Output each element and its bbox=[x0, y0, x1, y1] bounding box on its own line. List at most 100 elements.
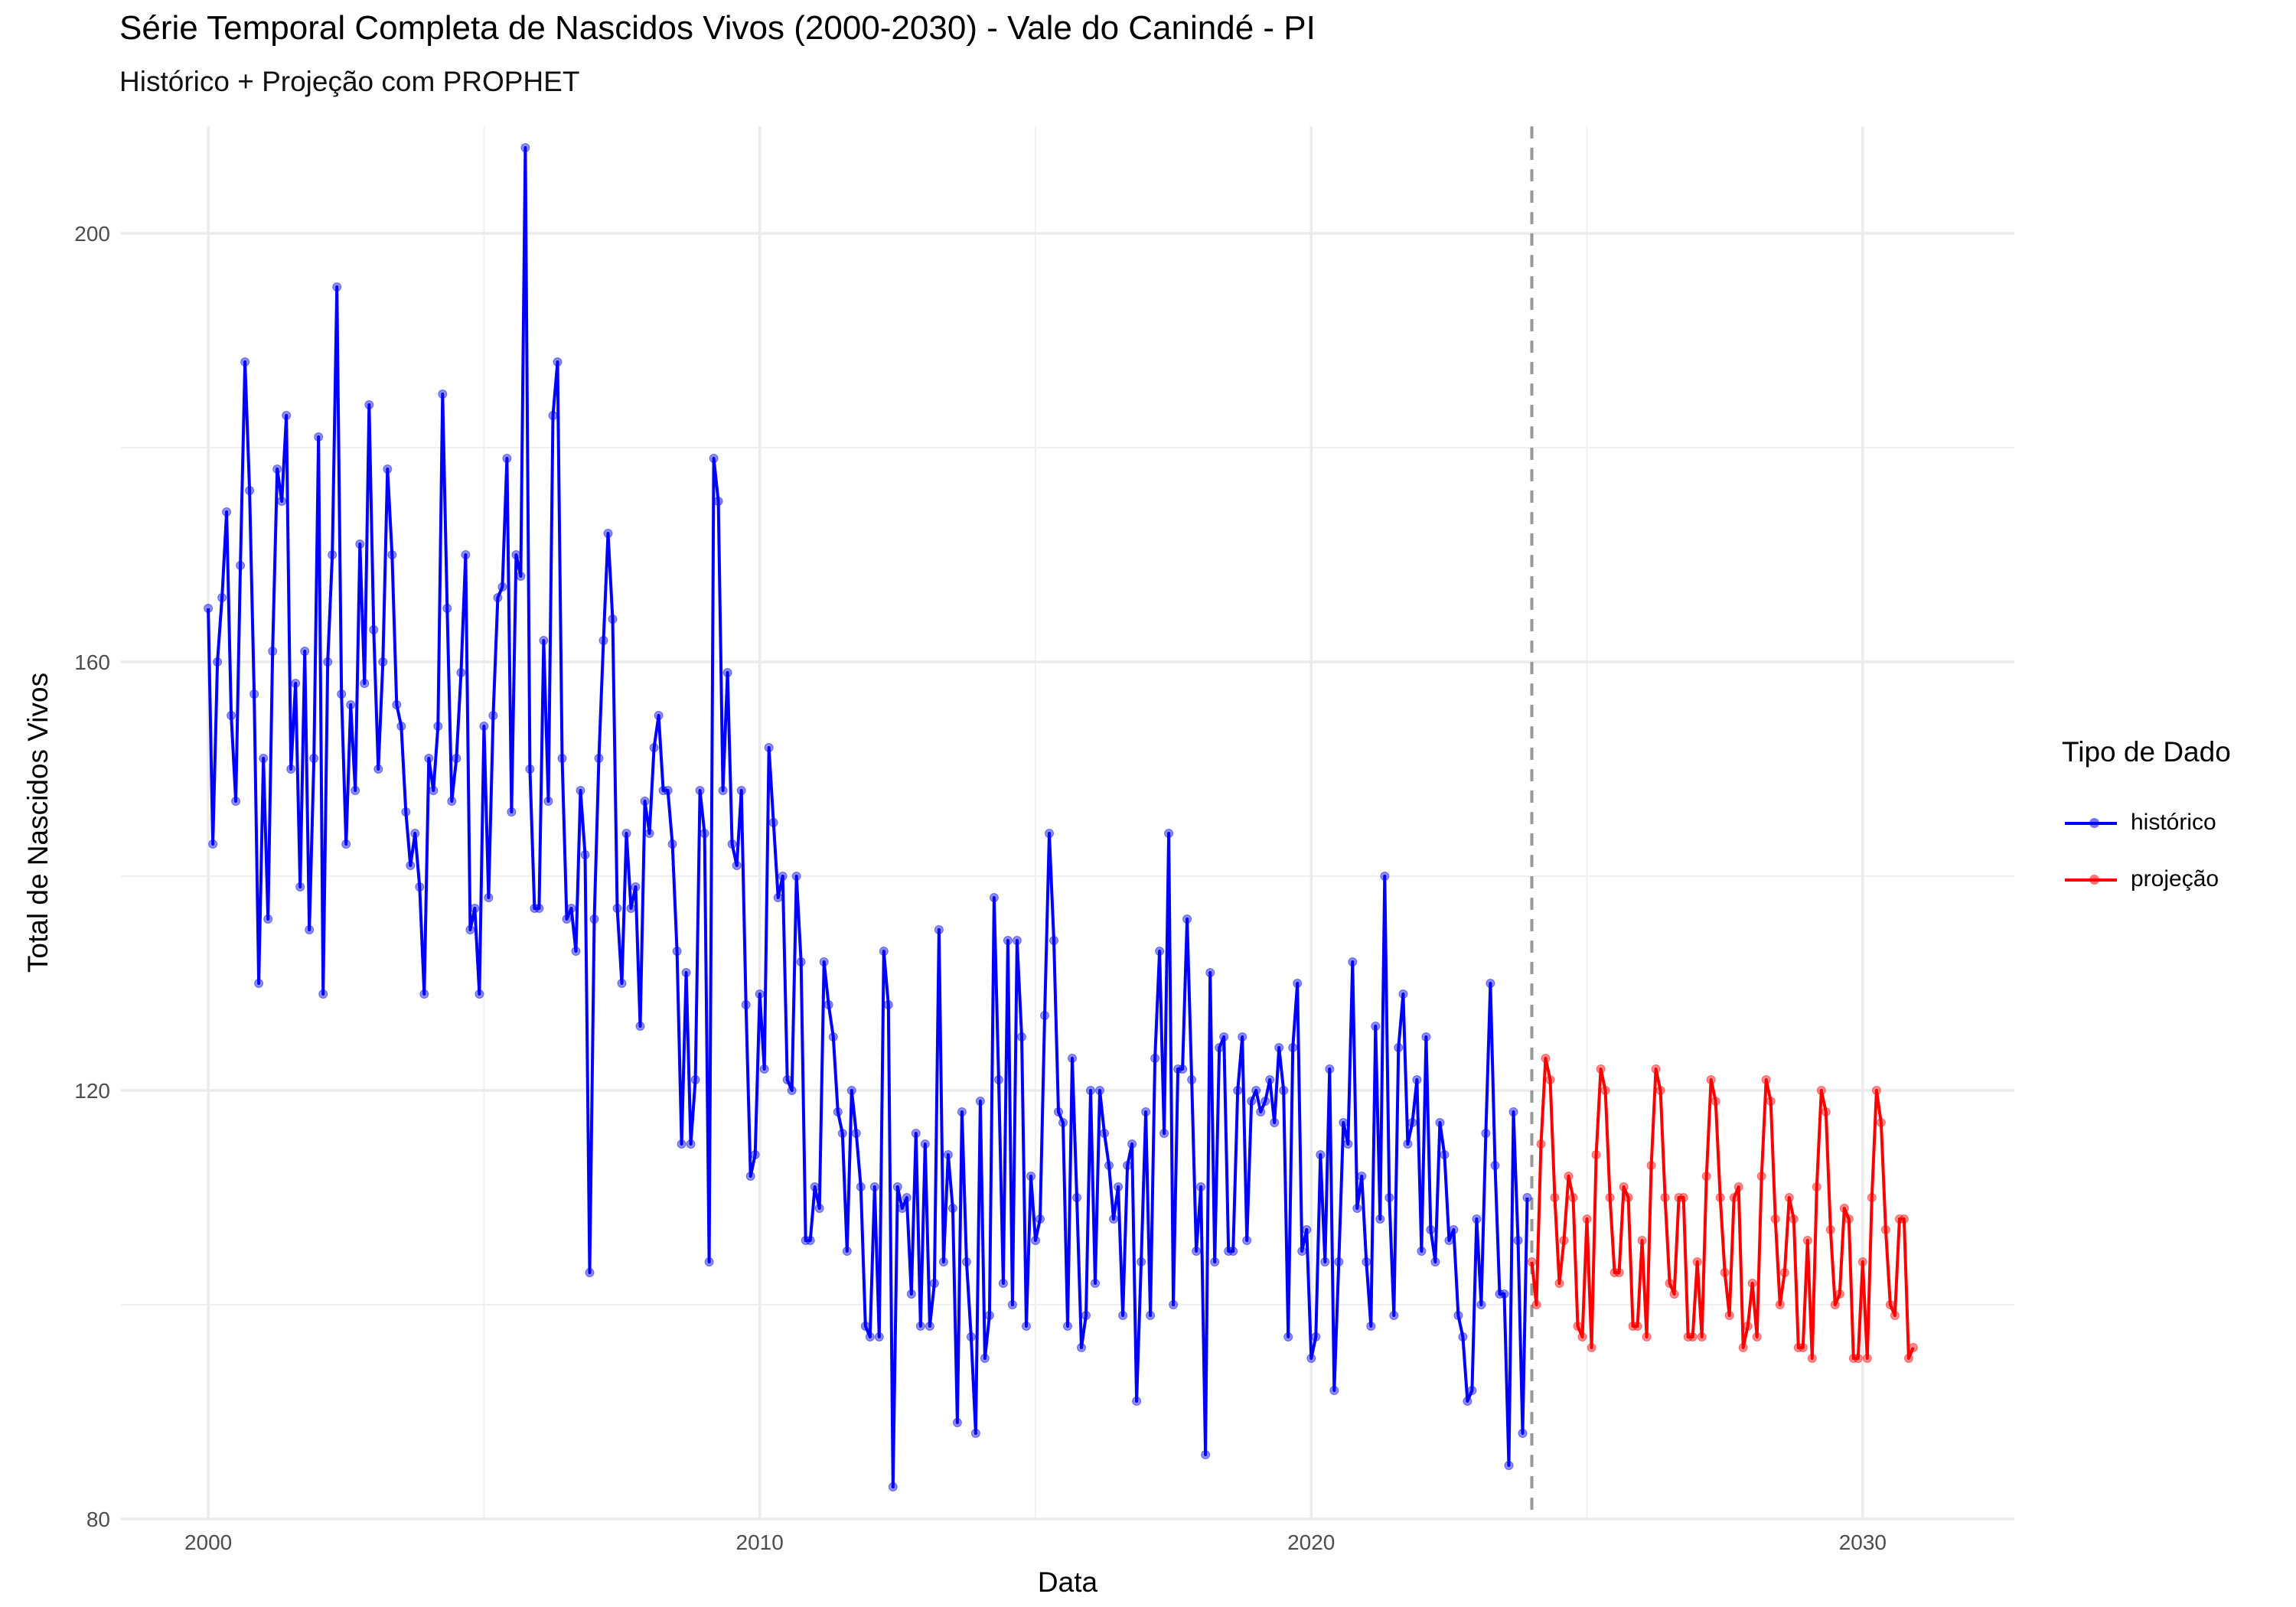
data-point bbox=[1605, 1193, 1615, 1202]
data-point bbox=[240, 357, 250, 367]
data-point bbox=[208, 839, 218, 849]
legend-label-historico: histórico bbox=[2131, 810, 2216, 835]
data-point bbox=[1444, 1236, 1454, 1245]
data-point bbox=[507, 807, 517, 817]
data-point bbox=[1559, 1236, 1569, 1245]
data-point bbox=[1320, 1257, 1330, 1266]
data-point bbox=[745, 1172, 755, 1181]
data-point bbox=[1063, 1322, 1072, 1331]
data-point bbox=[1270, 1118, 1280, 1127]
data-point bbox=[1908, 1343, 1918, 1352]
data-point bbox=[1715, 1193, 1725, 1202]
data-point bbox=[433, 722, 443, 731]
legend-key-projecao bbox=[2062, 864, 2125, 895]
data-point bbox=[768, 818, 778, 827]
data-point bbox=[1362, 1257, 1371, 1266]
data-point bbox=[1600, 1086, 1610, 1095]
data-point bbox=[1380, 872, 1390, 881]
data-point bbox=[1683, 1332, 1693, 1341]
data-point bbox=[1490, 1161, 1500, 1170]
data-point bbox=[1711, 1097, 1720, 1106]
data-point bbox=[773, 893, 783, 902]
data-point bbox=[1178, 1064, 1188, 1074]
data-point bbox=[351, 786, 360, 795]
data-point bbox=[291, 679, 301, 688]
data-point bbox=[759, 1064, 769, 1074]
data-point bbox=[1127, 1139, 1137, 1149]
data-point bbox=[700, 829, 709, 838]
data-point bbox=[1265, 1075, 1275, 1084]
data-point bbox=[1894, 1214, 1904, 1224]
y-axis-title: Total de Nascidos Vivos bbox=[22, 673, 54, 973]
data-point bbox=[543, 797, 553, 806]
data-point bbox=[1564, 1172, 1574, 1181]
data-point bbox=[566, 904, 576, 913]
data-point bbox=[1054, 1107, 1063, 1116]
data-point bbox=[672, 947, 682, 956]
data-point bbox=[805, 1236, 815, 1245]
data-point bbox=[1403, 1139, 1413, 1149]
data-point bbox=[452, 754, 461, 763]
data-point bbox=[1609, 1268, 1619, 1277]
y-tick-label: 120 bbox=[74, 1079, 110, 1103]
data-point bbox=[984, 1311, 994, 1320]
chart-subtitle: Histórico + Projeção com PROPHET bbox=[119, 66, 580, 97]
data-point bbox=[1155, 947, 1165, 956]
data-point bbox=[929, 1279, 939, 1288]
data-point bbox=[1426, 1225, 1436, 1234]
data-point bbox=[842, 1247, 852, 1256]
data-point bbox=[1481, 1129, 1491, 1138]
data-point bbox=[778, 872, 788, 881]
data-point bbox=[465, 925, 475, 934]
data-point bbox=[516, 572, 526, 581]
data-point bbox=[328, 550, 338, 559]
data-point bbox=[1761, 1075, 1771, 1084]
data-point bbox=[387, 550, 397, 559]
data-point bbox=[1890, 1311, 1900, 1320]
data-point bbox=[585, 1268, 595, 1277]
data-point bbox=[1068, 1054, 1077, 1063]
data-point bbox=[213, 657, 223, 667]
data-point bbox=[231, 797, 241, 806]
data-point bbox=[736, 786, 746, 795]
data-point bbox=[1476, 1300, 1486, 1309]
data-point bbox=[1862, 1354, 1872, 1363]
data-point bbox=[727, 839, 737, 849]
data-point bbox=[282, 411, 292, 420]
y-tick-label: 80 bbox=[86, 1508, 110, 1531]
data-point bbox=[649, 743, 659, 752]
data-point bbox=[1458, 1332, 1468, 1341]
data-point bbox=[1224, 1247, 1234, 1256]
data-point bbox=[355, 539, 365, 549]
data-point bbox=[1449, 1225, 1459, 1234]
data-point bbox=[1628, 1322, 1638, 1331]
data-point bbox=[227, 711, 236, 720]
data-point bbox=[502, 454, 512, 463]
data-point bbox=[378, 657, 388, 667]
data-point bbox=[718, 786, 728, 795]
series-line bbox=[1530, 1057, 1915, 1360]
data-point bbox=[911, 1129, 921, 1138]
data-point bbox=[1123, 1161, 1133, 1170]
data-point bbox=[1835, 1289, 1844, 1299]
data-point bbox=[1541, 1054, 1551, 1063]
data-point bbox=[1674, 1193, 1684, 1202]
data-point bbox=[1536, 1139, 1546, 1149]
data-point bbox=[576, 786, 585, 795]
data-point bbox=[1022, 1322, 1031, 1331]
data-point bbox=[1738, 1343, 1748, 1352]
data-point bbox=[1173, 1064, 1183, 1074]
data-point bbox=[828, 1032, 838, 1041]
data-point bbox=[1486, 979, 1495, 988]
data-point bbox=[1091, 1279, 1100, 1288]
data-point bbox=[1192, 1247, 1202, 1256]
data-point bbox=[268, 647, 278, 656]
data-point bbox=[1109, 1214, 1118, 1224]
data-point bbox=[1830, 1300, 1840, 1309]
data-point bbox=[915, 1322, 925, 1331]
data-point bbox=[1293, 979, 1303, 988]
data-point bbox=[1857, 1257, 1867, 1266]
data-point bbox=[1527, 1257, 1537, 1266]
data-point bbox=[1573, 1322, 1583, 1331]
